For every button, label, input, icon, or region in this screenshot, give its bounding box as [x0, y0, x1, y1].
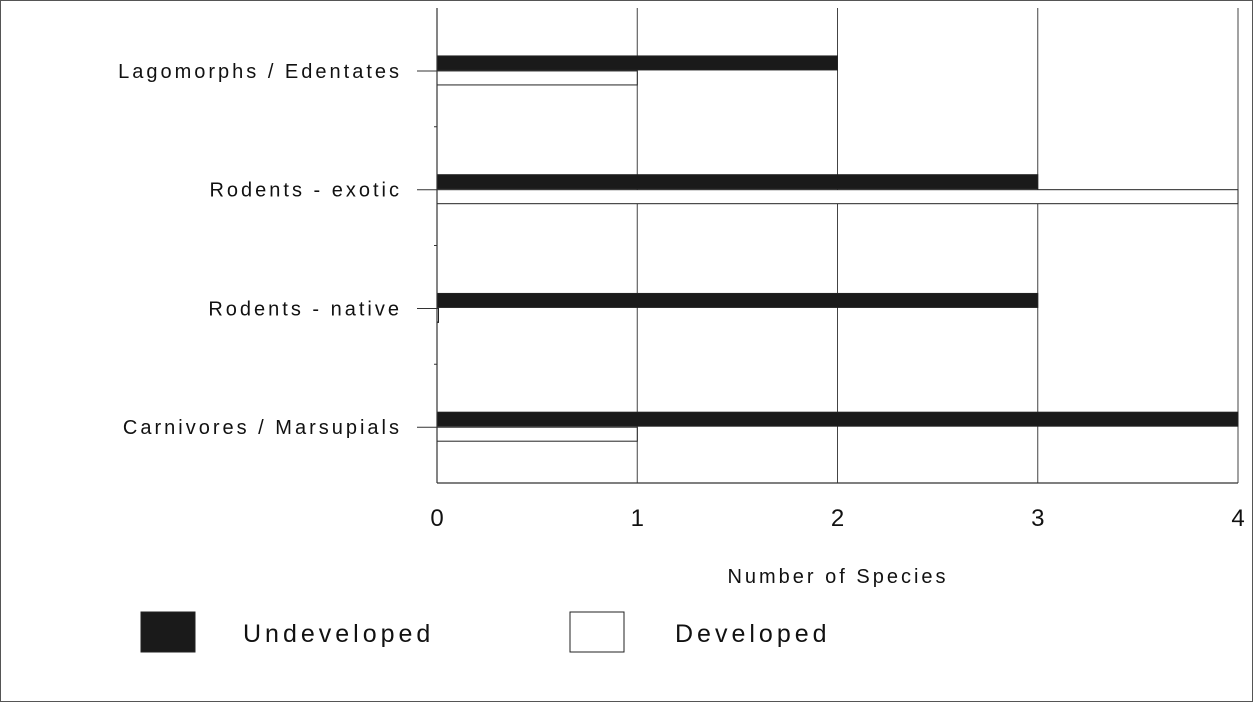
grid-lines	[636, 8, 1239, 483]
x-tick-label: 1	[631, 505, 644, 532]
legend-swatch-undeveloped	[140, 611, 196, 653]
x-axis-title: Number of Species	[727, 566, 948, 588]
labels: 0 1 2 3 4 Lagomorphs / Edentates Rodents - exo…	[118, 61, 1245, 532]
legend: Undeveloped Developed	[140, 611, 831, 653]
x-tick-label: 0	[430, 505, 443, 532]
bars	[436, 55, 1239, 442]
bar-undeveloped	[436, 174, 1039, 190]
x-tick-label: 3	[1031, 505, 1044, 532]
axes	[417, 8, 1238, 484]
category-label: Carnivores / Marsupials	[123, 417, 402, 439]
category-label: Rodents - exotic	[209, 180, 402, 202]
category-label: Rodents - native	[208, 298, 402, 320]
legend-swatch-developed	[569, 611, 625, 653]
legend-label-developed: Developed	[675, 620, 831, 648]
bar-undeveloped	[436, 411, 1239, 427]
legend-label-undeveloped: Undeveloped	[243, 620, 434, 648]
bar-developed	[436, 70, 638, 86]
category-label: Lagomorphs / Edentates	[118, 61, 402, 83]
bar-undeveloped	[436, 292, 1039, 308]
bar-developed	[436, 189, 1239, 205]
x-tick-label: 4	[1231, 505, 1244, 532]
bar-developed	[436, 426, 638, 442]
x-tick-label: 2	[831, 505, 844, 532]
bar-undeveloped	[436, 55, 838, 71]
